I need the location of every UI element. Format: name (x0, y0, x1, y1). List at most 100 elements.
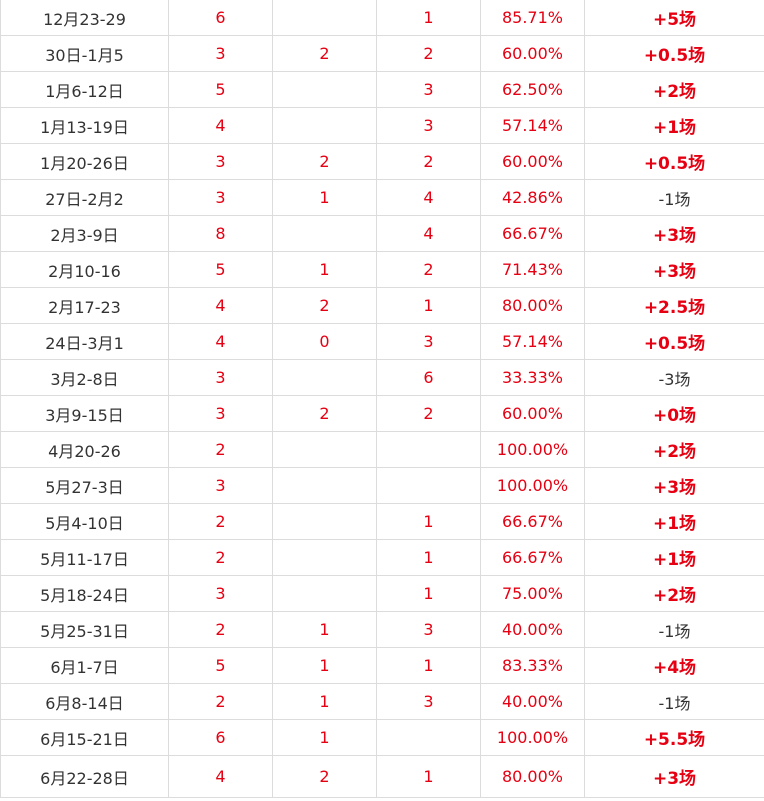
col3-cell: 1 (376, 647, 481, 684)
result-cell: +2场 (584, 575, 764, 612)
week-cell: 5月11-17日 (0, 539, 169, 576)
result-cell: +3场 (584, 215, 764, 252)
table-row: 6月22-28日 4 2 1 80.00% +3场 (0, 755, 764, 798)
week-cell: 4月20-26 (0, 431, 169, 468)
col2-cell (272, 575, 377, 612)
result-cell: +0.5场 (584, 143, 764, 180)
rate-cell: 66.67% (480, 215, 585, 252)
table-row: 2月17-23 4 2 1 80.00% +2.5场 (0, 287, 764, 324)
week-cell: 5月18-24日 (0, 575, 169, 612)
rate-cell: 57.14% (480, 107, 585, 144)
col1-cell: 3 (168, 179, 273, 216)
table-row: 24日-3月1 4 0 3 57.14% +0.5场 (0, 323, 764, 360)
result-cell: +1场 (584, 503, 764, 540)
col1-cell: 5 (168, 647, 273, 684)
table-row: 1月13-19日 4 3 57.14% +1场 (0, 107, 764, 144)
week-cell: 3月2-8日 (0, 359, 169, 396)
col3-cell: 3 (376, 71, 481, 108)
col2-cell (272, 359, 377, 396)
rate-cell: 80.00% (480, 755, 585, 798)
col2-cell: 0 (272, 323, 377, 360)
col3-cell: 2 (376, 251, 481, 288)
col2-cell (272, 467, 377, 504)
rate-cell: 83.33% (480, 647, 585, 684)
col2-cell: 1 (272, 683, 377, 720)
week-cell: 1月13-19日 (0, 107, 169, 144)
rate-cell: 60.00% (480, 143, 585, 180)
result-cell: +5.5场 (584, 719, 764, 756)
col3-cell (376, 431, 481, 468)
result-cell: -1场 (584, 611, 764, 648)
week-cell: 2月3-9日 (0, 215, 169, 252)
rate-cell: 75.00% (480, 575, 585, 612)
rate-cell: 85.71% (480, 0, 585, 36)
col3-cell: 1 (376, 755, 481, 798)
table-row: 1月6-12日 5 3 62.50% +2场 (0, 71, 764, 108)
result-cell: -1场 (584, 683, 764, 720)
col2-cell: 2 (272, 143, 377, 180)
rate-cell: 57.14% (480, 323, 585, 360)
col3-cell (376, 719, 481, 756)
table-row: 5月25-31日 2 1 3 40.00% -1场 (0, 611, 764, 648)
col2-cell (272, 431, 377, 468)
result-cell: +3场 (584, 251, 764, 288)
col1-cell: 2 (168, 503, 273, 540)
result-cell: +0.5场 (584, 35, 764, 72)
col3-cell: 3 (376, 683, 481, 720)
table-row: 5月27-3日 3 100.00% +3场 (0, 467, 764, 504)
week-cell: 3月9-15日 (0, 395, 169, 432)
rate-cell: 40.00% (480, 611, 585, 648)
rate-cell: 100.00% (480, 467, 585, 504)
col3-cell: 1 (376, 287, 481, 324)
rate-cell: 60.00% (480, 395, 585, 432)
table-row: 5月18-24日 3 1 75.00% +2场 (0, 575, 764, 612)
col2-cell: 2 (272, 755, 377, 798)
week-cell: 30日-1月5 (0, 35, 169, 72)
table-row: 12月23-29 6 1 85.71% +5场 (0, 0, 764, 36)
table-row: 2月3-9日 8 4 66.67% +3场 (0, 215, 764, 252)
result-cell: +4场 (584, 647, 764, 684)
col2-cell: 1 (272, 719, 377, 756)
rate-cell: 42.86% (480, 179, 585, 216)
week-cell: 5月27-3日 (0, 467, 169, 504)
week-cell: 1月6-12日 (0, 71, 169, 108)
rate-cell: 66.67% (480, 503, 585, 540)
col2-cell: 2 (272, 395, 377, 432)
col1-cell: 4 (168, 323, 273, 360)
col3-cell: 1 (376, 503, 481, 540)
col2-cell (272, 71, 377, 108)
result-cell: +2场 (584, 431, 764, 468)
table-row: 1月20-26日 3 2 2 60.00% +0.5场 (0, 143, 764, 180)
col1-cell: 2 (168, 611, 273, 648)
week-cell: 6月1-7日 (0, 647, 169, 684)
week-cell: 6月15-21日 (0, 719, 169, 756)
col3-cell: 4 (376, 179, 481, 216)
rate-cell: 40.00% (480, 683, 585, 720)
col2-cell: 1 (272, 251, 377, 288)
result-cell: +1场 (584, 539, 764, 576)
table-row: 5月11-17日 2 1 66.67% +1场 (0, 539, 764, 576)
col1-cell: 3 (168, 359, 273, 396)
col1-cell: 3 (168, 467, 273, 504)
col1-cell: 4 (168, 107, 273, 144)
result-cell: +1场 (584, 107, 764, 144)
col2-cell: 2 (272, 287, 377, 324)
result-cell: +3场 (584, 467, 764, 504)
week-cell: 12月23-29 (0, 0, 169, 36)
rate-cell: 100.00% (480, 719, 585, 756)
table-row: 6月1-7日 5 1 1 83.33% +4场 (0, 647, 764, 684)
col3-cell (376, 467, 481, 504)
col1-cell: 6 (168, 0, 273, 36)
rate-cell: 71.43% (480, 251, 585, 288)
col1-cell: 3 (168, 395, 273, 432)
col3-cell: 3 (376, 107, 481, 144)
col1-cell: 3 (168, 143, 273, 180)
col1-cell: 2 (168, 683, 273, 720)
col2-cell: 2 (272, 35, 377, 72)
table-row: 3月2-8日 3 6 33.33% -3场 (0, 359, 764, 396)
week-cell: 6月22-28日 (0, 755, 169, 798)
col2-cell (272, 503, 377, 540)
col3-cell: 2 (376, 143, 481, 180)
col3-cell: 6 (376, 359, 481, 396)
